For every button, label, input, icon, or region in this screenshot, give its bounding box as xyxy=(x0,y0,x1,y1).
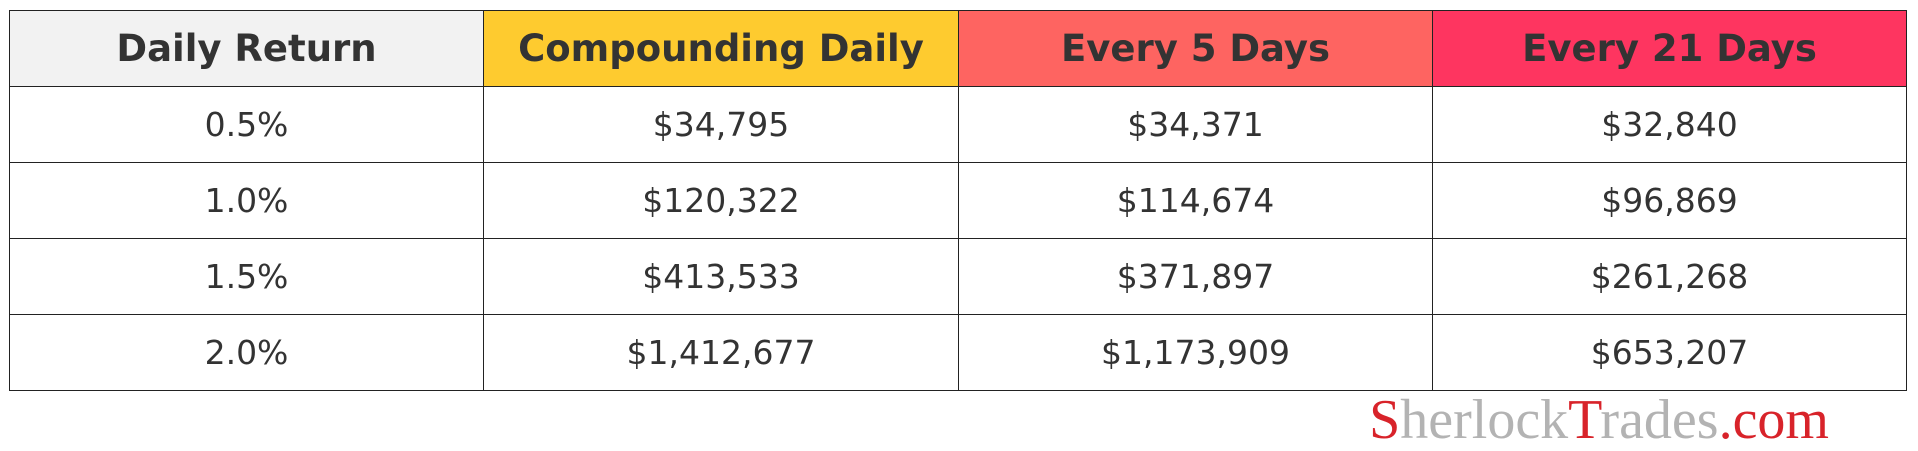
returns-table: Daily Return Compounding Daily Every 5 Day… xyxy=(9,10,1907,391)
cell-compounding-daily: $34,795 xyxy=(483,86,959,163)
table-row: 2.0% $1,412,677 $1,173,909 $653,207 xyxy=(9,314,1907,391)
logo-part: rades xyxy=(1600,389,1719,451)
cell-compounding-daily: $120,322 xyxy=(483,162,959,239)
cell-every-5-days: $114,674 xyxy=(958,162,1433,239)
cell-every-5-days: $34,371 xyxy=(958,86,1433,163)
cell-daily-return: 0.5% xyxy=(9,86,484,163)
logo-part: S xyxy=(1369,389,1401,451)
header-compounding-daily: Compounding Daily xyxy=(483,10,959,87)
cell-compounding-daily: $1,412,677 xyxy=(483,314,959,391)
header-daily-return: Daily Return xyxy=(9,10,484,87)
cell-compounding-daily: $413,533 xyxy=(483,238,959,315)
logo-part: herlock xyxy=(1400,389,1569,451)
table-row: 1.0% $120,322 $114,674 $96,869 xyxy=(9,162,1907,239)
sherlocktrades-logo: SherlockTrades.com xyxy=(1369,392,1829,448)
cell-every-21-days: $96,869 xyxy=(1432,162,1907,239)
logo-part: .com xyxy=(1718,389,1829,451)
header-every-21-days: Every 21 Days xyxy=(1432,10,1907,87)
logo-part: T xyxy=(1568,389,1601,451)
table-row: 1.5% $413,533 $371,897 $261,268 xyxy=(9,238,1907,315)
cell-every-21-days: $261,268 xyxy=(1432,238,1907,315)
cell-daily-return: 2.0% xyxy=(9,314,484,391)
table-row: 0.5% $34,795 $34,371 $32,840 xyxy=(9,86,1907,163)
cell-every-5-days: $1,173,909 xyxy=(958,314,1433,391)
cell-every-21-days: $32,840 xyxy=(1432,86,1907,163)
cell-daily-return: 1.0% xyxy=(9,162,484,239)
header-every-5-days: Every 5 Days xyxy=(958,10,1433,87)
header-row: Daily Return Compounding Daily Every 5 Day… xyxy=(9,10,1907,87)
cell-daily-return: 1.5% xyxy=(9,238,484,315)
cell-every-5-days: $371,897 xyxy=(958,238,1433,315)
cell-every-21-days: $653,207 xyxy=(1432,314,1907,391)
